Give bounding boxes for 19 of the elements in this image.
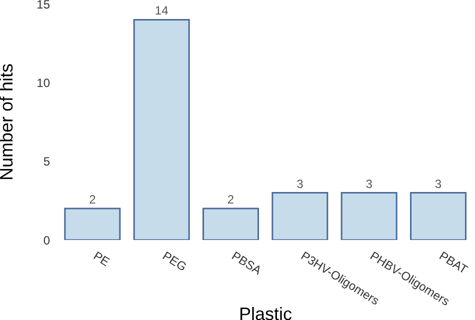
data-label: 3 — [296, 176, 304, 191]
x-tick-label: PE — [90, 248, 112, 270]
y-tick-label: 0 — [43, 233, 50, 248]
data-label: 2 — [227, 192, 234, 207]
data-label: 3 — [434, 176, 442, 191]
y-tick-label: 5 — [43, 154, 50, 169]
bar — [340, 192, 398, 240]
y-tick-label: 15 — [36, 0, 50, 12]
bar — [202, 208, 259, 240]
data-label: 14 — [154, 4, 169, 18]
data-label: 2 — [89, 192, 96, 207]
x-tick-label: PEG — [160, 248, 190, 274]
bar — [64, 208, 121, 240]
bar — [272, 192, 328, 240]
y-tick-label: 10 — [36, 76, 50, 90]
data-label: 3 — [366, 176, 373, 191]
x-axis-title: Plastic — [238, 304, 292, 320]
bar — [410, 192, 466, 240]
bar — [133, 18, 190, 240]
